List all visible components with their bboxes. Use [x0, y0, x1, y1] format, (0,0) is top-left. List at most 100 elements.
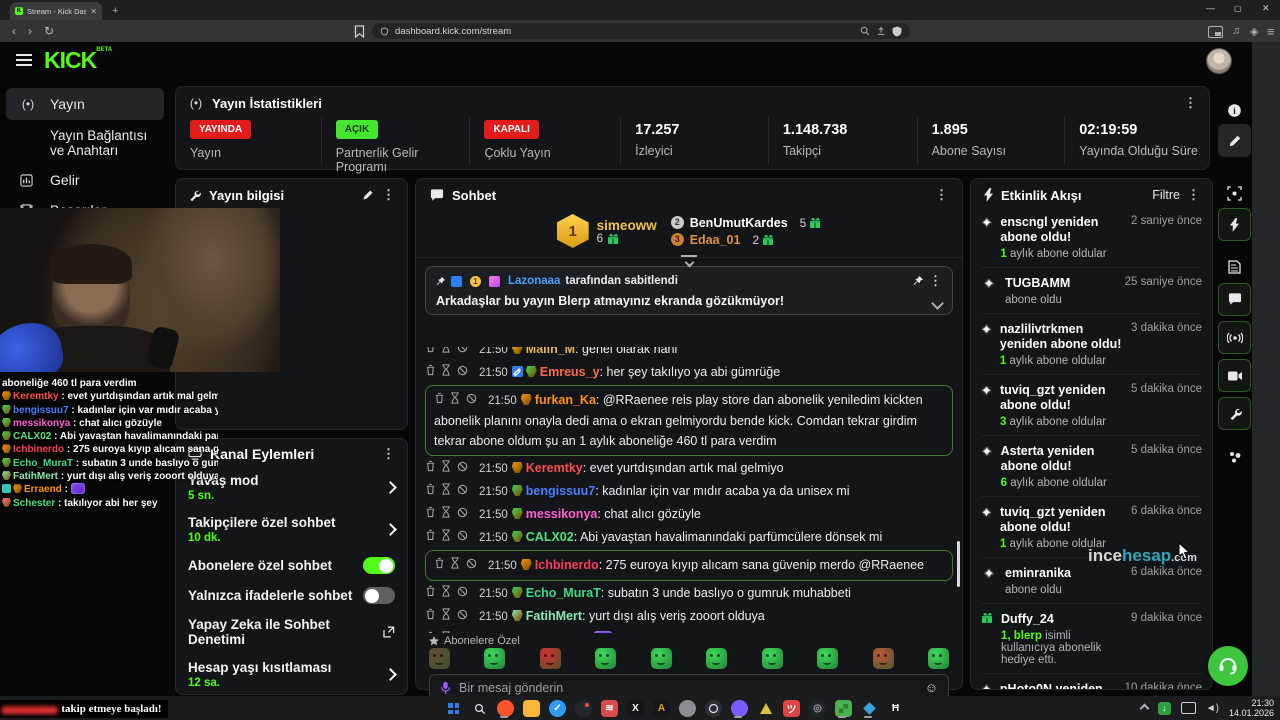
stream-info-menu-icon[interactable]: ⋮: [382, 187, 395, 202]
quick-emote-1[interactable]: [484, 648, 506, 669]
leaderboard-expand-icon[interactable]: [681, 255, 697, 268]
share-icon[interactable]: [876, 26, 886, 36]
ban-user-icon[interactable]: [457, 365, 469, 376]
delete-message-icon[interactable]: [425, 506, 437, 518]
pinned-menu-icon[interactable]: ⋮: [929, 273, 942, 288]
chat-tool-icon[interactable]: [1218, 283, 1251, 316]
ban-user-icon[interactable]: [457, 609, 469, 620]
pinned-by-user[interactable]: Lazonaaa: [508, 275, 561, 287]
menu-hamburger-icon[interactable]: ≡: [1267, 24, 1275, 39]
emote-quick-row[interactable]: [429, 648, 949, 669]
camera-tool-icon[interactable]: [1218, 359, 1251, 392]
tray-clock[interactable]: 21:30 14.01.2026: [1228, 698, 1274, 718]
delete-message-icon[interactable]: [434, 557, 446, 569]
ban-user-icon[interactable]: [466, 558, 478, 569]
tab-close-icon[interactable]: ✕: [90, 6, 97, 16]
taskbar-obs-purple-icon[interactable]: [730, 699, 749, 718]
ban-user-icon[interactable]: [457, 461, 469, 472]
channel-action-5[interactable]: Hesap yaşı kısıtlaması 12 sa.: [176, 653, 407, 695]
extension-icon[interactable]: ◈: [1250, 26, 1259, 38]
taskbar-app-swirl-icon[interactable]: ◎: [808, 699, 827, 718]
browser-tab[interactable]: K Stream - Kick Dashboard ✕: [10, 2, 102, 20]
timeout-user-icon[interactable]: [441, 631, 453, 633]
window-maximize-button[interactable]: ▢: [1234, 4, 1242, 13]
event-row-2[interactable]: ✦ nazlilivtrkmen yeniden abone oldu! 1 ayl…: [981, 314, 1202, 375]
taskbar-app-blue-check-icon[interactable]: ✓: [548, 699, 567, 718]
taskbar-app-dark-dot-icon[interactable]: [574, 699, 593, 718]
timeout-user-icon[interactable]: [441, 460, 453, 472]
broadcast-tool-icon[interactable]: [1218, 321, 1251, 354]
timeout-user-icon[interactable]: [441, 364, 453, 376]
emoji-picker-icon[interactable]: ☺: [924, 680, 938, 695]
tray-volume-icon[interactable]: ◄): [1205, 702, 1219, 714]
kick-logo[interactable]: KICKBETA: [44, 47, 113, 73]
delete-message-icon[interactable]: [425, 364, 437, 376]
stats-menu-icon[interactable]: ⋮: [1184, 95, 1197, 110]
chat-message-Erraend[interactable]: 21:50Erraend:: [425, 629, 953, 633]
chat-message-bengissuu7[interactable]: 21:50 bengissuu7: kadınlar için var mıdır…: [425, 481, 953, 502]
avatar[interactable]: [1206, 48, 1232, 74]
window-minimize-button[interactable]: —: [1206, 3, 1215, 13]
taskbar-minecraft-icon[interactable]: [834, 699, 853, 718]
channel-action-3[interactable]: Yalnızca ifadelerle sohbet: [176, 580, 407, 610]
dashboard-menu-icon[interactable]: [16, 54, 32, 56]
chat-message-furkan_Ka[interactable]: 21:50 furkan_Ka: @RRaenee reis play store…: [425, 385, 953, 456]
timeout-user-icon[interactable]: [441, 585, 453, 597]
timeout-user-icon[interactable]: [450, 392, 462, 404]
taskbar-app-clock-icon[interactable]: [704, 699, 723, 718]
timeout-user-icon[interactable]: [441, 506, 453, 518]
pinned-collapse-icon[interactable]: [931, 297, 944, 310]
timeout-user-icon[interactable]: [441, 608, 453, 620]
mic-icon[interactable]: [440, 681, 451, 695]
delete-message-icon[interactable]: [425, 529, 437, 541]
ban-user-icon[interactable]: [457, 507, 469, 518]
event-row-0[interactable]: ✦ enscngl yeniden abone oldu! 1 aylık abon…: [981, 207, 1202, 268]
channel-actions-menu-icon[interactable]: ⋮: [382, 446, 395, 461]
tray-display-icon[interactable]: [1180, 702, 1196, 714]
quick-emote-9[interactable]: [927, 648, 949, 669]
delete-message-icon[interactable]: [434, 392, 446, 404]
notes-icon[interactable]: [1218, 250, 1251, 283]
stream-preview-video[interactable]: [0, 208, 280, 372]
taskbar-app-diamond-icon[interactable]: [860, 699, 879, 718]
delete-message-icon[interactable]: [425, 347, 437, 353]
ban-user-icon[interactable]: [466, 393, 478, 404]
chat-message-Ichbinerdo[interactable]: 21:50 Ichbinerdo: 275 euroya kıyıp alıcam…: [425, 550, 953, 581]
channel-action-1[interactable]: Takipçilere özel sohbet 10 dk.: [176, 508, 407, 550]
taskbar-windows-start-icon[interactable]: [444, 699, 463, 718]
chat-scrollbar[interactable]: [957, 541, 960, 587]
ban-user-icon[interactable]: [457, 586, 469, 597]
quick-emote-7[interactable]: [817, 648, 839, 669]
info-icon[interactable]: i: [1218, 94, 1251, 127]
screen-focus-icon[interactable]: [1218, 177, 1251, 210]
gift-leaderboard[interactable]: 1 simeoww 6 2 BenUmutKardes 5 3 Edaa_01 2: [416, 211, 962, 251]
delete-message-icon[interactable]: [425, 608, 437, 620]
new-tab-button[interactable]: +: [112, 5, 119, 17]
timeout-user-icon[interactable]: [450, 557, 462, 569]
delete-message-icon[interactable]: [425, 460, 437, 472]
channel-action-0[interactable]: Yavaş mod 5 sn.: [176, 466, 407, 508]
bookmark-icon[interactable]: [354, 25, 365, 38]
chat-message-Echo_MuraT[interactable]: 21:50 Echo_MuraT: subatın 3 unde baslıyo …: [425, 583, 953, 604]
delete-message-icon[interactable]: [425, 483, 437, 495]
zoom-page-icon[interactable]: [860, 26, 870, 36]
taskbar-icons[interactable]: ✓ ≋ X A ツ ◎ Ħ: [444, 699, 905, 718]
taskbar-app-a-orange-icon[interactable]: A: [652, 699, 671, 718]
event-row-4[interactable]: ✦ Asterta yeniden abone oldu! 6 aylık abon…: [981, 436, 1202, 497]
sidebar-item-2[interactable]: Gelir: [6, 166, 164, 194]
taskbar-search-icon[interactable]: [470, 699, 489, 718]
chat-message-messikonya[interactable]: 21:50 messikonya: chat alıcı gözüyle: [425, 504, 953, 525]
pinned-pin-icon[interactable]: [913, 275, 924, 287]
edit-pencil-icon[interactable]: [362, 189, 374, 201]
picture-in-picture-icon[interactable]: [1208, 26, 1223, 38]
quick-emote-0[interactable]: [429, 648, 450, 669]
pinned-message[interactable]: 1 Lazonaaa tarafından sabitlendi ⋮ Arkad…: [425, 266, 953, 315]
quick-emote-6[interactable]: [761, 648, 783, 669]
quick-emote-2[interactable]: [539, 648, 561, 669]
ban-user-icon[interactable]: [457, 347, 469, 353]
quick-emote-4[interactable]: [650, 648, 672, 669]
timeout-user-icon[interactable]: [441, 347, 453, 353]
event-row-3[interactable]: ✦ tuviq_gzt yeniden abone oldu! 3 aylık ab…: [981, 375, 1202, 436]
back-icon[interactable]: ‹: [12, 24, 16, 38]
delete-message-icon[interactable]: [425, 585, 437, 597]
